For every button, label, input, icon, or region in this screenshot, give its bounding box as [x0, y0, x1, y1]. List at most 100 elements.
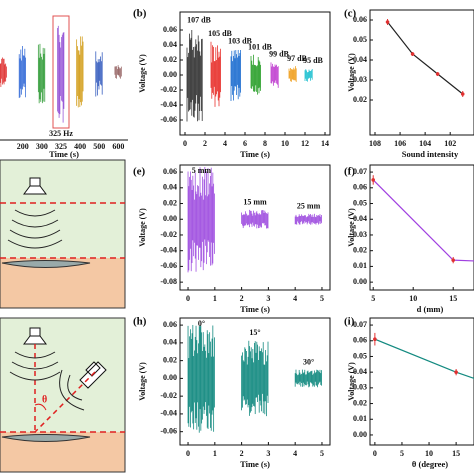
- x-axis-label: Time (s): [49, 149, 79, 159]
- y-tick-label: 0.00: [353, 277, 367, 286]
- x-tick-label: 108: [369, 139, 381, 148]
- burst: [294, 369, 322, 388]
- annotation: 325 Hz: [49, 129, 73, 138]
- x-tick-label: 14: [321, 139, 329, 148]
- y-tick-label: -0.04: [160, 100, 177, 109]
- panel-label: (i): [344, 316, 355, 328]
- value-label: 5 mm: [192, 166, 212, 175]
- y-axis-label: Voltage (V): [138, 362, 147, 401]
- burst: [250, 54, 262, 95]
- x-tick-label: 2: [203, 139, 207, 148]
- burst: [0, 57, 7, 88]
- y-tick-label: 0.06: [163, 25, 177, 34]
- data-point: [435, 72, 440, 76]
- sensor: [1, 260, 91, 268]
- x-tick-label: 5: [400, 449, 404, 458]
- burst: [95, 51, 103, 97]
- burst: [76, 36, 84, 108]
- burst: [57, 25, 65, 123]
- burst: [241, 209, 269, 229]
- x-tick-label: 325: [55, 142, 67, 151]
- y-tick-label: 0.03: [353, 230, 367, 239]
- y-tick-label: 0.06: [163, 167, 177, 176]
- y-tick-label: 0.04: [163, 338, 177, 347]
- x-axis-label: Time (s): [240, 304, 270, 314]
- plot-frame: [369, 317, 474, 446]
- x-tick-label: 300: [36, 142, 48, 151]
- data-point: [373, 337, 377, 341]
- diagram-g: θ: [0, 317, 126, 473]
- highlight-box: [52, 15, 70, 129]
- x-tick-label: 1: [213, 449, 217, 458]
- data-point: [371, 178, 376, 182]
- y-tick-label: 0.00: [353, 430, 367, 439]
- y-tick-label: 0.04: [353, 214, 367, 223]
- y-tick-label: 0.03: [353, 383, 367, 392]
- x-tick-label: 500: [93, 142, 105, 151]
- plot-frame: [179, 11, 331, 136]
- value-label: 107 dB: [187, 16, 211, 25]
- x-tick-label: 15: [452, 449, 460, 458]
- panel-label: (b): [133, 8, 147, 20]
- burst: [270, 62, 279, 88]
- y-tick-label: 0.05: [353, 35, 367, 44]
- x-tick-label: 12: [301, 139, 309, 148]
- panel-label: (c): [344, 8, 357, 20]
- y-tick-label: -0.02: [160, 391, 177, 400]
- data-line: [372, 179, 474, 262]
- x-tick-label: 10: [409, 294, 417, 303]
- y-tick-label: 0.04: [163, 40, 177, 49]
- x-axis-label: θ (degree): [412, 459, 448, 469]
- x-axis-label: Time (s): [240, 459, 270, 469]
- data-point: [451, 258, 456, 262]
- burst: [304, 69, 313, 82]
- data-point: [385, 20, 390, 24]
- speaker: [23, 327, 47, 345]
- y-tick-label: -0.06: [160, 261, 177, 270]
- x-tick-label: 1: [213, 294, 217, 303]
- x-tick-label: 400: [74, 142, 86, 151]
- burst: [230, 49, 242, 101]
- burst: [288, 66, 297, 82]
- x-tick-label: 4: [293, 449, 297, 458]
- x-tick-label: 3: [266, 449, 270, 458]
- frame: [0, 317, 126, 473]
- frame: [0, 159, 126, 309]
- x-tick-label: 102: [444, 139, 456, 148]
- sound-waves: [7, 209, 63, 249]
- y-axis-label: Voltage (V): [347, 362, 356, 401]
- value-label: 95 dB: [303, 56, 323, 65]
- x-tick-label: 8: [263, 139, 267, 148]
- x-tick-label: 0: [186, 449, 190, 458]
- y-tick-label: -0.02: [160, 85, 177, 94]
- value-label: 97 dB: [287, 54, 307, 63]
- x-tick-label: 15: [449, 294, 457, 303]
- data-point: [460, 92, 465, 96]
- y-tick-label: 0.07: [353, 320, 367, 329]
- speaker: [23, 177, 47, 195]
- burst: [37, 43, 46, 104]
- y-axis-label: Voltage (V): [138, 208, 147, 247]
- air-region: [0, 318, 125, 432]
- y-axis-label: Voltage (V): [347, 53, 356, 92]
- x-tick-label: 0: [186, 294, 190, 303]
- burst: [210, 41, 222, 107]
- x-tick-label: 6: [243, 139, 247, 148]
- data-point: [454, 370, 458, 374]
- y-tick-label: -0.04: [160, 246, 177, 255]
- y-tick-label: 0.02: [353, 398, 367, 407]
- x-tick-label: 2: [240, 294, 244, 303]
- y-tick-label: 0.02: [353, 95, 367, 104]
- y-tick-label: 0.03: [353, 75, 367, 84]
- plot-frame: [369, 9, 474, 136]
- y-tick-label: -0.06: [160, 115, 177, 124]
- plot-frame: [369, 164, 474, 291]
- y-tick-label: -0.04: [160, 409, 177, 418]
- data-point: [410, 52, 415, 56]
- y-tick-label: 0.06: [163, 320, 177, 329]
- plot-frame: [179, 317, 331, 446]
- y-tick-label: 0.07: [353, 167, 367, 176]
- x-axis-label: Sound intensity: [402, 149, 459, 159]
- y-tick-label: 0.06: [353, 183, 367, 192]
